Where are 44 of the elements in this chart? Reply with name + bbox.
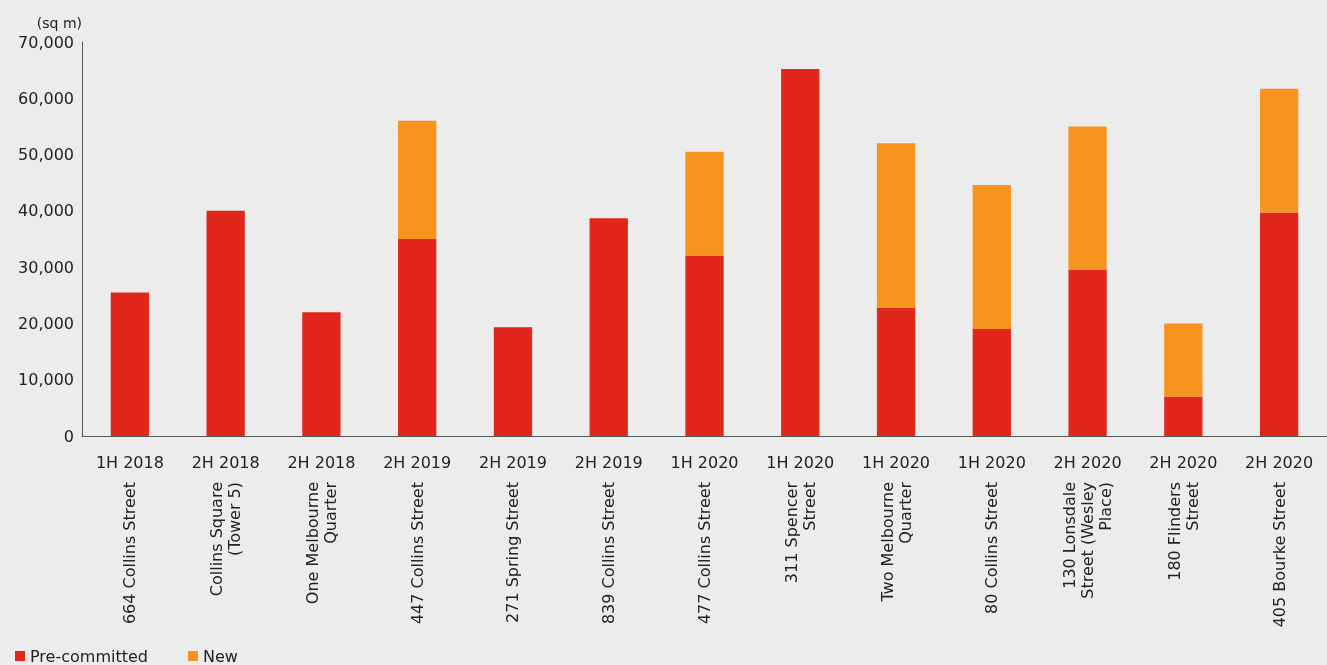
bar xyxy=(398,239,437,436)
category-label: 2H 2020 180 Flinders Street xyxy=(1149,452,1218,581)
category-label: 1H 2020 311 Spencer Street xyxy=(766,452,835,584)
legend-label: Pre-committed xyxy=(30,646,148,665)
y-tick-label: 70,000 xyxy=(18,32,74,52)
category-label: 2H 2020 130 Lonsdale Street (Wesley Place) xyxy=(1053,452,1122,599)
category-label: 2H 2020 405 Bourke Street xyxy=(1245,452,1314,628)
bar xyxy=(1068,126,1107,270)
bar xyxy=(589,218,628,436)
y-tick-label: 60,000 xyxy=(18,88,74,108)
bar xyxy=(685,151,724,256)
bar xyxy=(1259,88,1299,213)
y-tick-label: 10,000 xyxy=(18,370,74,390)
y-tick-label: 0 xyxy=(63,426,74,446)
bar xyxy=(398,120,437,239)
bar xyxy=(110,292,150,436)
y-tick-label: 40,000 xyxy=(18,201,74,221)
y-axis-title: (sq m) xyxy=(36,15,82,31)
category-label: 2H 2018 Collins Square (Tower 5) xyxy=(191,452,260,597)
category-label: 1H 2018 664 Collins Street xyxy=(95,452,164,625)
bar xyxy=(1164,323,1203,397)
bar xyxy=(1068,269,1107,436)
bar xyxy=(1259,212,1299,436)
bar xyxy=(972,329,1011,436)
bar xyxy=(876,143,916,308)
y-tick-label: 50,000 xyxy=(18,145,74,165)
legend-label: New xyxy=(202,646,238,665)
bar xyxy=(302,312,341,436)
bar xyxy=(493,327,533,436)
bar xyxy=(1164,396,1203,436)
category-label: 2H 2019 271 Spring Street xyxy=(478,452,547,623)
bar xyxy=(685,255,724,436)
bar xyxy=(972,184,1011,330)
category-label: 2H 2018 One Melbourne Quarter xyxy=(287,452,356,605)
y-tick-label: 30,000 xyxy=(18,257,74,277)
y-tick-label: 20,000 xyxy=(18,313,74,333)
category-label: 2H 2019 839 Collins Street xyxy=(574,452,643,625)
category-label: 2H 2019 447 Collins Street xyxy=(383,452,452,625)
bar xyxy=(781,69,820,436)
category-label: 1H 2020 Two Melbourne Quarter xyxy=(862,452,931,602)
bar xyxy=(876,307,916,436)
category-label: 1H 2020 80 Collins Street xyxy=(957,452,1026,614)
category-label: 1H 2020 477 Collins Street xyxy=(670,452,739,625)
bar xyxy=(206,210,245,436)
